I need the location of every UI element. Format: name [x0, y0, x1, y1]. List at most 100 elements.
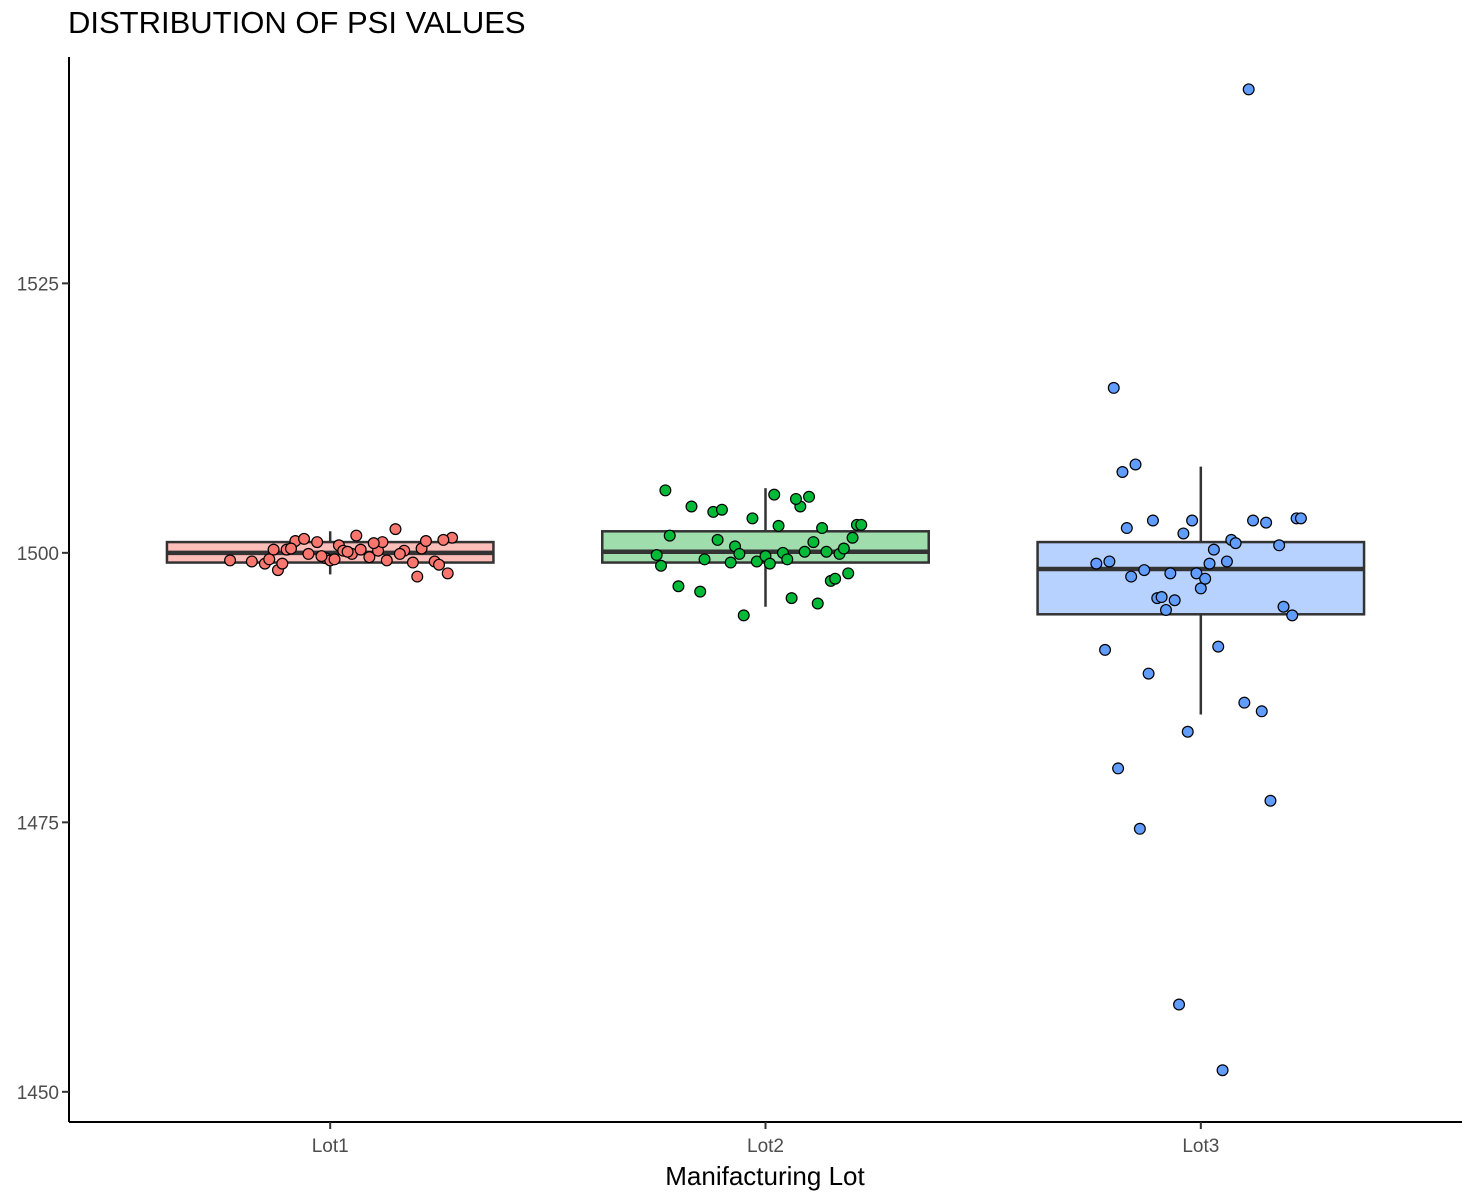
data-point-lot1 — [267, 543, 280, 556]
data-point-lot2 — [768, 488, 781, 501]
data-point-lot3 — [1173, 998, 1186, 1011]
data-point-lot3 — [1129, 458, 1142, 471]
data-point-lot1 — [350, 529, 363, 542]
data-point-lot1 — [419, 534, 432, 547]
data-point-lot1 — [263, 553, 276, 566]
data-point-lot3 — [1181, 725, 1194, 738]
data-point-lot2 — [829, 572, 842, 585]
data-point-lot1 — [441, 567, 454, 580]
data-point-lot2 — [733, 547, 746, 560]
data-point-lot2 — [816, 522, 829, 535]
data-point-lot3 — [1264, 794, 1277, 807]
data-point-lot3 — [1277, 600, 1290, 613]
data-point-lot3 — [1125, 570, 1138, 583]
data-point-lot3 — [1247, 514, 1260, 527]
data-point-lot3 — [1107, 381, 1120, 394]
data-point-lot3 — [1286, 609, 1299, 622]
x-tick-label: Lot3 — [1182, 1136, 1219, 1157]
data-point-lot1 — [367, 537, 380, 550]
x-tick-label: Lot1 — [312, 1136, 349, 1157]
data-point-lot2 — [837, 542, 850, 555]
data-point-lot3 — [1190, 567, 1203, 580]
x-axis-label: Manifacturing Lot — [665, 1161, 865, 1191]
data-point-lot3 — [1120, 522, 1133, 535]
data-point-lot1 — [328, 553, 341, 566]
data-point-lot2 — [737, 609, 750, 622]
jitter-points — [224, 83, 1307, 1077]
chart-title: DISTRIBUTION OF PSI VALUES — [68, 5, 526, 40]
data-point-lot2 — [763, 557, 776, 570]
data-point-lot3 — [1255, 705, 1268, 718]
data-point-lot1 — [380, 554, 393, 567]
data-point-lot3 — [1216, 1064, 1229, 1077]
data-point-lot2 — [655, 559, 668, 572]
data-point-lot2 — [694, 585, 707, 598]
data-point-lot3 — [1090, 557, 1103, 570]
data-point-lot3 — [1294, 512, 1307, 525]
data-point-lot1 — [393, 547, 406, 560]
data-point-lot2 — [798, 545, 811, 558]
y-tick-label: 1500 — [17, 544, 59, 565]
data-point-lot1 — [437, 533, 450, 546]
data-point-lot2 — [789, 492, 802, 505]
data-point-lot3 — [1229, 537, 1242, 550]
data-point-lot2 — [685, 500, 698, 513]
data-point-lot1 — [285, 542, 298, 555]
data-point-lot2 — [807, 536, 820, 549]
data-point-lot2 — [781, 553, 794, 566]
data-point-lot2 — [650, 549, 663, 562]
data-point-lot2 — [711, 533, 724, 546]
data-point-lot1 — [224, 554, 237, 567]
data-point-lot3 — [1142, 667, 1155, 680]
data-point-lot3 — [1199, 572, 1212, 585]
data-point-lot1 — [298, 532, 311, 545]
data-point-lot3 — [1112, 762, 1125, 775]
data-point-lot3 — [1164, 567, 1177, 580]
data-point-lot3 — [1159, 603, 1172, 616]
data-point-lot3 — [1212, 640, 1225, 653]
data-point-lot2 — [842, 567, 855, 580]
data-point-lot3 — [1186, 514, 1199, 527]
data-point-lot1 — [311, 536, 324, 549]
data-point-lot2 — [846, 531, 859, 544]
data-point-lot2 — [750, 555, 763, 568]
data-point-lot1 — [276, 557, 289, 570]
data-point-lot3 — [1103, 555, 1116, 568]
data-point-lot3 — [1220, 555, 1233, 568]
data-point-lot2 — [855, 518, 868, 531]
data-point-lot3 — [1238, 696, 1251, 709]
data-point-lot2 — [715, 503, 728, 516]
data-point-lot2 — [785, 592, 798, 605]
data-point-lot3 — [1242, 83, 1255, 96]
y-axis-ticks: 1450 1475 1500 1525 — [17, 274, 69, 1104]
data-point-lot2 — [820, 545, 833, 558]
data-point-lot1 — [411, 570, 424, 583]
data-point-lot2 — [746, 512, 759, 525]
data-point-lot3 — [1146, 514, 1159, 527]
data-point-lot1 — [406, 556, 419, 569]
x-tick-label: Lot2 — [747, 1136, 784, 1157]
data-point-lot3 — [1177, 527, 1190, 540]
data-point-lot3 — [1155, 591, 1168, 604]
data-point-lot3 — [1194, 582, 1207, 595]
data-point-lot1 — [363, 551, 376, 564]
y-tick-label: 1450 — [17, 1083, 59, 1104]
data-point-lot2 — [698, 553, 711, 566]
data-point-lot2 — [663, 529, 676, 542]
boxplot-boxes — [165, 466, 1366, 715]
data-point-lot2 — [803, 490, 816, 503]
data-point-lot2 — [811, 597, 824, 610]
data-point-lot1 — [245, 555, 258, 568]
data-point-lot2 — [672, 580, 685, 593]
data-point-lot2 — [772, 519, 785, 532]
data-point-lot3 — [1138, 564, 1151, 577]
data-point-lot3 — [1273, 539, 1286, 552]
data-point-lot3 — [1116, 466, 1129, 479]
data-point-lot3 — [1207, 543, 1220, 556]
data-point-lot3 — [1168, 594, 1181, 607]
data-point-lot3 — [1260, 516, 1273, 529]
data-point-lot2 — [724, 556, 737, 569]
y-tick-label: 1525 — [17, 274, 59, 295]
data-point-lot1 — [389, 523, 402, 536]
